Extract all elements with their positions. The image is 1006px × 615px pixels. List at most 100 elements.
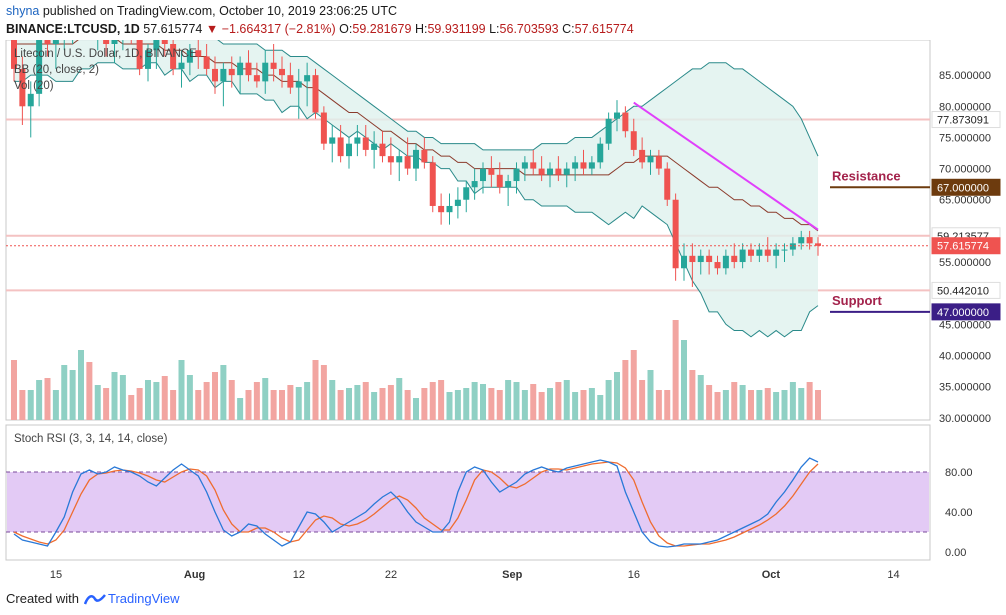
- candle-body: [630, 131, 637, 150]
- candle-body: [647, 156, 654, 163]
- candle-body: [731, 255, 738, 263]
- close-value: 57.615774: [574, 22, 634, 36]
- candle-body: [36, 40, 43, 94]
- volume-bar: [312, 360, 319, 420]
- volume-bar: [513, 382, 520, 420]
- price-label: 67.000000: [937, 182, 989, 194]
- volume-bar: [622, 360, 629, 420]
- volume-bar: [781, 390, 788, 420]
- price-chart[interactable]: Resistance Support 85.000000 80.000000 75.00…: [0, 40, 1006, 588]
- candle-body: [295, 81, 302, 88]
- volume-bar: [379, 388, 386, 420]
- candle-body: [387, 156, 394, 163]
- candle-body: [563, 168, 570, 175]
- candle-body: [396, 156, 403, 163]
- volume-bar: [471, 382, 478, 420]
- volume-bar: [145, 380, 151, 420]
- volume-bar: [547, 388, 553, 420]
- volume-bar: [346, 388, 352, 420]
- volume-bar: [36, 380, 43, 420]
- volume-bar: [320, 365, 327, 420]
- y-axis-tick: 75.000000: [939, 132, 991, 144]
- tradingview-logo-icon: [84, 594, 106, 605]
- y-axis-tick: 65.000000: [939, 195, 991, 207]
- open-label: O:: [339, 22, 353, 36]
- volume-bar: [136, 388, 143, 420]
- candle-body: [664, 168, 671, 200]
- volume-bar: [362, 382, 369, 420]
- candle-body: [530, 162, 537, 169]
- volume-bar: [496, 390, 503, 420]
- candle-body: [781, 249, 788, 251]
- candle-body: [312, 75, 319, 113]
- candle-body: [714, 262, 721, 269]
- low-value: 56.703593: [499, 22, 559, 36]
- x-axis-tick: 15: [50, 569, 62, 581]
- candle-body: [622, 112, 629, 132]
- price-label: 57.615774: [937, 241, 989, 253]
- candle-body: [421, 149, 428, 163]
- volume-bar: [731, 382, 738, 420]
- tradingview-brand[interactable]: TradingView: [108, 591, 180, 606]
- candle-body: [446, 205, 453, 213]
- volume-bar: [161, 376, 168, 420]
- volume-bar: [245, 390, 252, 420]
- x-axis-tick: 14: [887, 569, 899, 581]
- stoch-rsi-legend: Stoch RSI (3, 3, 14, 14, close): [14, 433, 168, 445]
- symbol-line: BINANCE:LTCUSD, 1D 57.615774 ▼ −1.664317…: [6, 22, 634, 36]
- x-axis-tick: Aug: [184, 569, 205, 581]
- legend-line: Vol (20): [14, 80, 54, 92]
- candle-body: [253, 75, 260, 82]
- candle-body: [371, 143, 378, 150]
- volume-bar: [706, 385, 713, 420]
- candle-body: [706, 255, 713, 263]
- candle-body: [572, 162, 579, 169]
- price-change: ▼ −1.664317 (−2.81%): [205, 22, 336, 36]
- candle-body: [103, 40, 110, 44]
- volume-bar: [86, 362, 93, 420]
- x-axis-tick: 22: [385, 569, 397, 581]
- volume-bar: [279, 390, 285, 420]
- candle-body: [547, 168, 553, 175]
- price-label: 77.873091: [937, 115, 989, 127]
- volume-bar: [212, 372, 218, 420]
- volume-bar: [396, 378, 403, 420]
- candle-body: [505, 181, 512, 188]
- volume-bar: [387, 385, 394, 420]
- candle-body: [815, 243, 821, 246]
- rsi-axis-tick: 0.00: [945, 547, 966, 559]
- price-label: 47.000000: [937, 307, 989, 319]
- volume-bar: [421, 388, 428, 420]
- candle-body: [739, 249, 746, 263]
- volume-bar: [19, 390, 26, 420]
- candle-body: [362, 137, 369, 150]
- volume-bar: [764, 388, 771, 420]
- volume-bar: [639, 380, 646, 420]
- candle-body: [11, 40, 17, 69]
- volume-bar: [697, 375, 704, 420]
- x-axis-tick: 12: [293, 569, 305, 581]
- candle-body: [689, 255, 696, 263]
- volume-bar: [630, 350, 637, 420]
- candle-body: [681, 255, 687, 269]
- author-name[interactable]: shyna: [6, 4, 40, 18]
- volume-bar: [505, 380, 512, 420]
- volume-bar: [270, 390, 277, 420]
- volume-bar: [714, 392, 721, 420]
- rsi-axis-tick: 40.00: [945, 507, 973, 519]
- y-axis-tick: 70.000000: [939, 164, 991, 176]
- volume-bar: [597, 395, 604, 420]
- volume-bar: [304, 382, 311, 420]
- publish-line: shyna published on TradingView.com, Octo…: [6, 4, 397, 18]
- candle-body: [722, 255, 729, 269]
- volume-bar: [488, 388, 495, 420]
- candle-body: [52, 40, 59, 44]
- legend-line: Litecoin / U.S. Dollar, 1D, BINANCE: [14, 48, 197, 60]
- candle-body: [379, 143, 386, 157]
- volume-bar: [153, 382, 160, 420]
- y-axis-tick: 30.000000: [939, 413, 991, 425]
- volume-bar: [11, 360, 17, 420]
- volume-bar: [530, 384, 537, 420]
- volume-bar: [588, 388, 595, 420]
- volume-bar: [739, 385, 746, 420]
